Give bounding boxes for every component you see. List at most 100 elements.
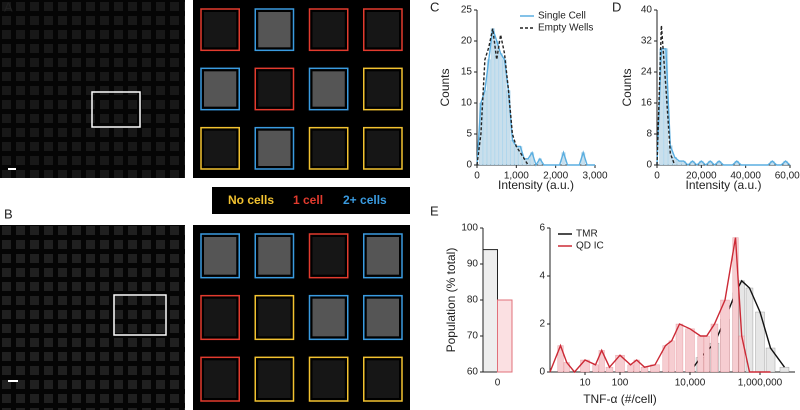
y-tick-label: 2 <box>539 319 545 330</box>
legend-box <box>212 187 410 214</box>
bar <box>497 299 513 373</box>
well-box <box>308 233 349 279</box>
hist-bar <box>482 90 487 166</box>
well-box <box>363 356 403 402</box>
series-line <box>656 48 791 166</box>
well-box <box>363 126 403 170</box>
y-tick-label: 0 <box>466 160 472 171</box>
legend-multi-cells: 2+ cells <box>343 193 387 207</box>
hist-bar <box>490 28 495 166</box>
y-tick-label: 10 <box>461 98 473 109</box>
y-tick-label: 5 <box>466 129 472 140</box>
x-tick-label: 2,000 <box>543 171 568 182</box>
well-box <box>254 294 295 341</box>
well-box <box>200 8 240 52</box>
hist-bar <box>627 364 634 373</box>
well-cell <box>258 71 291 107</box>
well-box <box>308 67 349 111</box>
hist-bar <box>732 237 739 373</box>
y-tick-label: 16 <box>641 98 653 109</box>
chart: 0 8 16 24 32 40 0 20,000 40,000 60,000 Counts Inten… <box>620 5 800 193</box>
well-box <box>200 294 240 341</box>
panel-label: D <box>612 0 621 14</box>
well-box <box>200 126 240 170</box>
hist-bar <box>675 323 684 373</box>
well-cell <box>204 71 237 107</box>
zoom-grids <box>193 0 410 410</box>
well-cell <box>366 71 399 107</box>
hist-bar <box>703 335 710 373</box>
hist-bar <box>486 59 491 166</box>
well-cell <box>366 298 399 337</box>
well-cell <box>312 237 345 275</box>
x-tick-label: 3,000 <box>582 171 607 182</box>
hist-bar <box>592 364 599 373</box>
well-box <box>200 356 240 402</box>
well-cell <box>312 130 345 166</box>
y-tick-label: 0 <box>539 367 545 378</box>
hist-bar <box>720 299 730 373</box>
image-b <box>0 225 185 410</box>
hist-bar <box>494 40 499 166</box>
well-cell <box>312 360 345 398</box>
legend-label: Single Cell <box>538 11 586 22</box>
x-tick-label: 20,000 <box>686 171 717 182</box>
y-axis-label: Population (% total) <box>444 248 458 353</box>
well-box <box>363 8 403 52</box>
hist-bar <box>668 340 675 373</box>
y-tick-label: 20 <box>461 36 473 47</box>
well-cell <box>366 237 399 275</box>
well-cell <box>204 298 237 337</box>
well-box <box>363 233 403 279</box>
well-box <box>308 126 349 170</box>
well-cell <box>258 237 291 275</box>
y-tick-label: 24 <box>641 67 653 78</box>
y-tick-label: 6 <box>539 223 545 234</box>
well-cell <box>258 298 291 337</box>
well-box <box>254 233 295 279</box>
y-tick-label: 32 <box>641 36 653 47</box>
x-tick-label: 0 <box>474 171 480 182</box>
x-tick-label: 10 <box>579 378 591 389</box>
x-tick-label: 0 <box>654 171 660 182</box>
well-cell <box>366 12 399 48</box>
well-cell <box>312 298 345 337</box>
well-box <box>308 8 349 52</box>
y-tick-label: 4 <box>539 271 545 282</box>
hist-bar <box>738 335 745 373</box>
bar <box>482 249 498 373</box>
well-box <box>363 294 403 341</box>
x-axis-label: Intensity (a.u.) <box>685 178 761 192</box>
hist-bar <box>710 323 719 373</box>
y-tick-label: 80 <box>467 295 479 306</box>
hist-bar <box>685 328 695 373</box>
chart: 0 5 10 15 20 25 0 1,000 2,000 3,000 Single CellEmp… <box>438 5 608 193</box>
y-tick-label: 25 <box>461 5 473 16</box>
well-cell <box>312 71 345 107</box>
well-box <box>200 67 240 111</box>
series-line <box>656 25 676 166</box>
chart: 60 70 80 90 100 0 Population (% total) <box>444 223 513 389</box>
x-tick-label: 1,000 <box>504 171 529 182</box>
x-tick-label: 10,000 <box>675 378 706 389</box>
hist-bar <box>502 59 507 166</box>
x-axis-label: TNF-α (#/cell) <box>583 392 657 406</box>
x-tick-label: 1,000,000 <box>738 378 783 389</box>
well-cell <box>366 130 399 166</box>
well-box <box>254 8 295 52</box>
well-cell <box>258 360 291 398</box>
well-cell <box>258 12 291 48</box>
well-box <box>308 294 349 341</box>
legend-label: TMR <box>576 229 598 240</box>
well-cell <box>204 360 237 398</box>
hist-bar <box>779 366 790 373</box>
x-tick-label: 0 <box>495 378 501 389</box>
well-box <box>308 356 349 402</box>
x-tick-label: 60,000 <box>775 171 800 182</box>
hist-bar <box>697 335 704 373</box>
y-tick-label: 8 <box>646 129 652 140</box>
series-line <box>476 28 529 166</box>
panel-label: B <box>4 206 13 221</box>
x-tick-label: 40,000 <box>730 171 761 182</box>
